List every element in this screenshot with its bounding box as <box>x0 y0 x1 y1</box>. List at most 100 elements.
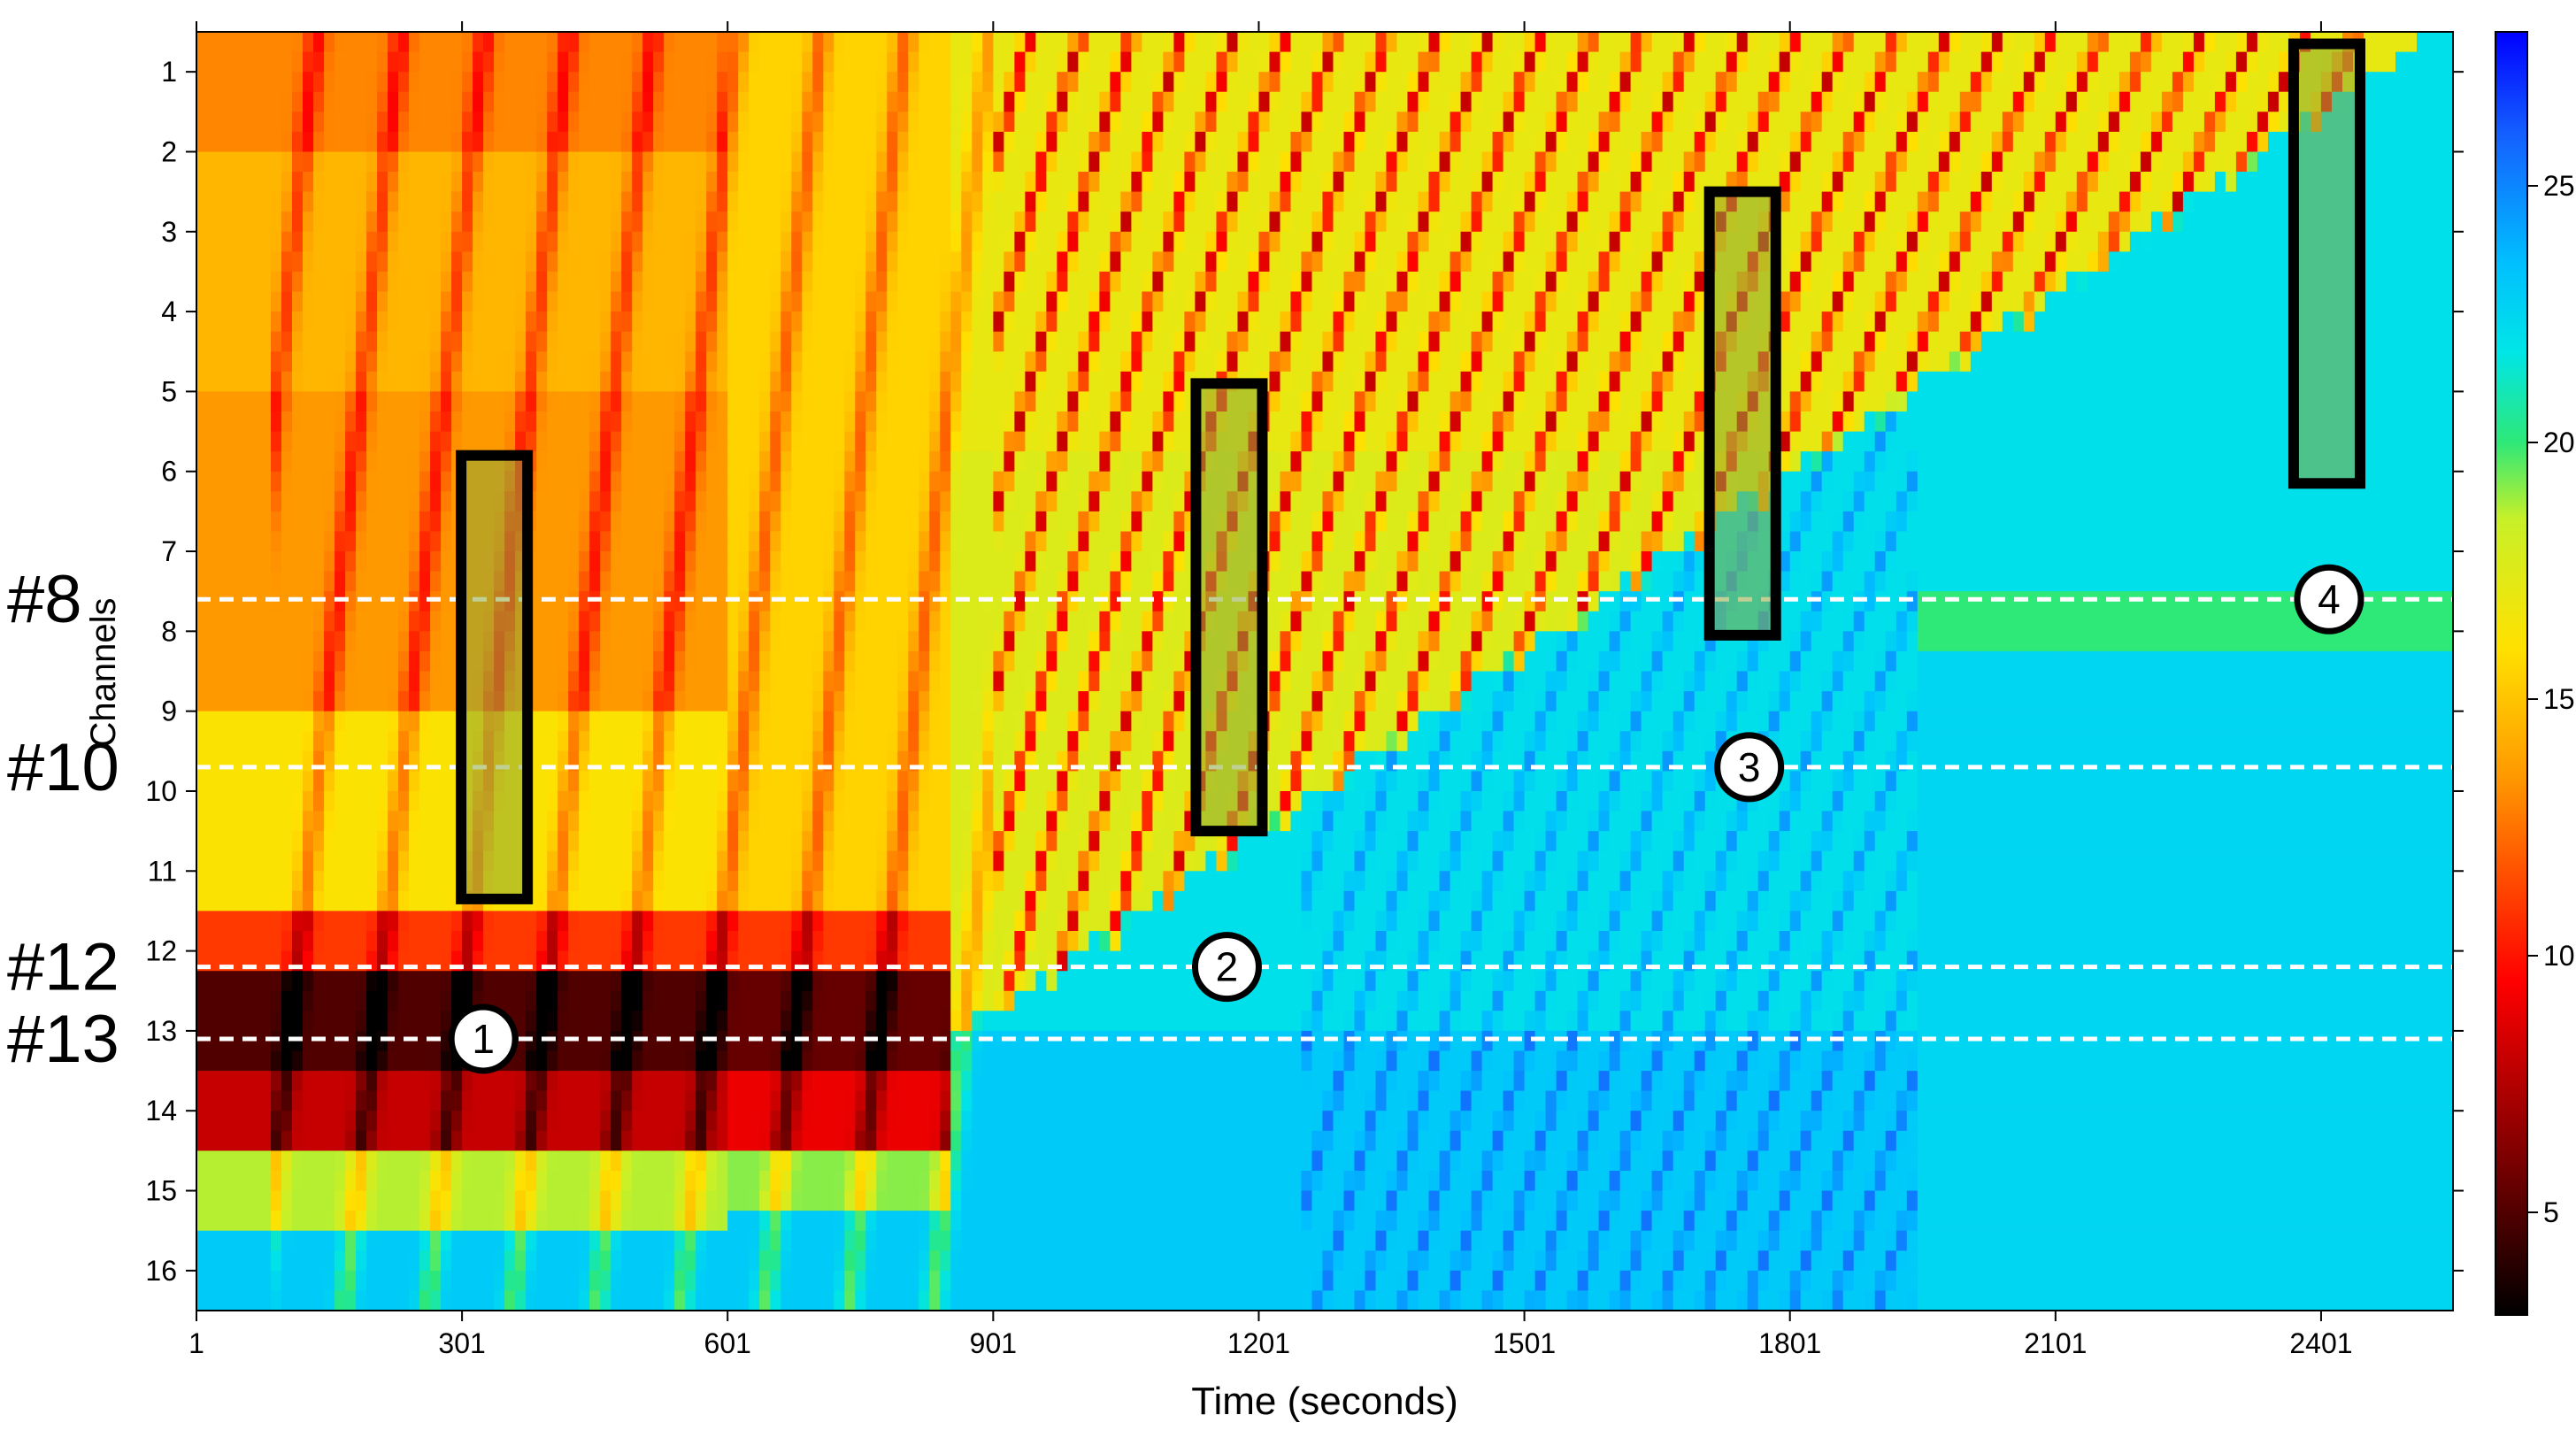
heatmap-cell <box>770 491 782 512</box>
heatmap-cell <box>228 890 240 912</box>
heatmap-cell <box>239 231 250 253</box>
heatmap-cell <box>388 351 399 373</box>
heatmap-cell <box>759 371 771 393</box>
heatmap-cell <box>685 431 696 452</box>
heatmap-cell <box>834 650 846 673</box>
heatmap-cell <box>621 51 633 73</box>
heatmap-cell <box>228 1290 240 1311</box>
heatmap-cell <box>356 1150 367 1172</box>
heatmap-cell <box>653 172 665 193</box>
heatmap-cell <box>727 391 739 412</box>
heatmap-cell <box>844 890 857 912</box>
heatmap-cell <box>855 311 867 333</box>
heatmap-cell <box>738 1090 750 1111</box>
heatmap-cell <box>260 1270 272 1292</box>
heatmap-cell <box>589 691 601 712</box>
heatmap-cell <box>887 631 899 652</box>
heatmap-cell <box>727 211 739 233</box>
heatmap-cell <box>770 850 782 873</box>
heatmap-cell <box>972 691 984 712</box>
heatmap-cell <box>419 172 431 193</box>
heatmap-cell <box>579 711 590 733</box>
heatmap-cell <box>409 1250 420 1272</box>
heatmap-cell <box>388 411 399 433</box>
heatmap-cell <box>961 811 973 832</box>
heatmap-cell <box>674 691 686 712</box>
heatmap-cell <box>770 311 782 333</box>
heatmap-cell <box>366 311 378 333</box>
heatmap-cell <box>430 211 442 233</box>
heatmap-cell <box>441 471 452 493</box>
heatmap-cell <box>377 191 388 212</box>
heatmap-cell <box>929 91 942 113</box>
heatmap-cell <box>855 911 867 932</box>
heatmap-cell <box>685 711 696 733</box>
heatmap-cell <box>653 1030 665 1052</box>
heatmap-cell <box>919 831 931 852</box>
heatmap-cell <box>366 971 378 992</box>
heatmap-cell <box>281 191 293 212</box>
heatmap-cell <box>579 1030 590 1052</box>
heatmap-cell <box>982 1250 995 1272</box>
heatmap-cell <box>579 911 590 932</box>
heatmap-cell <box>865 311 878 333</box>
heatmap-cell <box>441 591 452 612</box>
heatmap-cell <box>642 811 654 832</box>
heatmap-cell <box>865 211 878 233</box>
heatmap-cell <box>759 1211 771 1232</box>
heatmap-cell <box>600 911 611 932</box>
heatmap-cell <box>717 571 728 592</box>
heatmap-cell <box>950 511 963 533</box>
heatmap-cell <box>621 251 633 273</box>
heatmap-cell <box>260 531 272 552</box>
heatmap-cell <box>250 1290 261 1311</box>
heatmap-cell <box>356 271 367 293</box>
heatmap-cell <box>579 1050 590 1072</box>
heatmap-cell <box>749 371 760 393</box>
heatmap-cell <box>802 251 814 273</box>
heatmap-cell <box>897 471 910 493</box>
heatmap-cell <box>250 731 261 752</box>
heatmap-cell <box>706 571 718 592</box>
heatmap-cell <box>611 211 622 233</box>
heatmap-cell <box>844 1071 857 1092</box>
heatmap-cell <box>706 431 718 452</box>
heatmap-cell <box>579 371 590 393</box>
heatmap-cell <box>547 850 558 873</box>
heatmap-cell <box>568 591 580 612</box>
heatmap-cell <box>196 91 208 113</box>
heatmap-cell <box>812 371 825 393</box>
heatmap-cell <box>876 531 888 552</box>
heatmap-cell <box>632 591 643 612</box>
heatmap-cell <box>579 411 590 433</box>
heatmap-cell <box>865 91 878 113</box>
heatmap-cell <box>515 311 527 333</box>
heatmap-cell <box>993 311 1005 333</box>
heatmap-cell <box>855 711 867 733</box>
heatmap-cell <box>494 971 505 992</box>
heatmap-cell <box>823 791 835 812</box>
heatmap-cell <box>292 1071 304 1092</box>
heatmap-cell <box>844 271 857 293</box>
heatmap-cell <box>589 511 601 533</box>
heatmap-cell <box>674 32 686 53</box>
heatmap-cell <box>260 91 272 113</box>
heatmap-cell <box>696 451 707 473</box>
heatmap-cell <box>388 331 399 353</box>
heatmap-cell <box>260 32 272 53</box>
heatmap-cell <box>642 1150 654 1172</box>
heatmap-cell <box>642 1270 654 1292</box>
heatmap-cell <box>568 51 580 73</box>
heatmap-cell <box>844 1011 857 1032</box>
heatmap-cell <box>982 1090 995 1111</box>
heatmap-cell <box>664 271 675 293</box>
heatmap-cell <box>780 931 793 952</box>
heatmap-cell <box>207 1090 219 1111</box>
heatmap-cell <box>260 611 272 633</box>
heatmap-cell <box>589 1250 601 1272</box>
heatmap-cell <box>950 990 963 1012</box>
heatmap-cell <box>579 471 590 493</box>
heatmap-cell <box>632 331 643 353</box>
heatmap-cell <box>536 1011 548 1032</box>
heatmap-cell <box>780 1030 793 1052</box>
